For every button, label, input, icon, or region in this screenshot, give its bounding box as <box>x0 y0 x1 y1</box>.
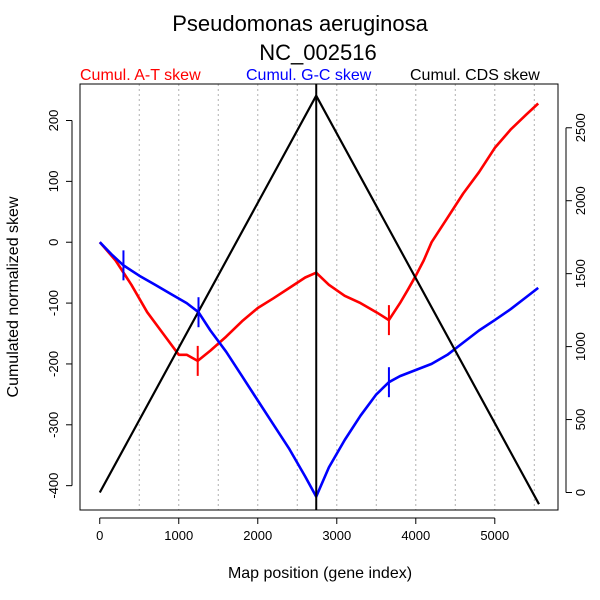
plot-frame <box>79 83 559 511</box>
axes: 0 1000 2000 3000 4000 5000-400-300-200-100010… <box>46 110 588 543</box>
y2-tick-label: 1000 <box>573 332 588 361</box>
x-axis-title: Map position (gene index) <box>228 565 412 582</box>
data-series <box>98 84 540 510</box>
chart-title: Pseudomonas aeruginosa <box>172 11 428 36</box>
legend-at-skew: Cumul. A-T skew <box>80 67 201 84</box>
y-tick-label: -300 <box>46 412 61 438</box>
y-tick-label: -200 <box>46 351 61 377</box>
grid-lines <box>138 84 535 510</box>
x-tick-label: 3000 <box>322 528 351 543</box>
y-tick-label: -400 <box>46 473 61 499</box>
y-axis-title: Cumulated normalized skew <box>5 196 22 397</box>
y-tick-label: 200 <box>46 110 61 132</box>
x-tick-label: 4000 <box>401 528 430 543</box>
y-tick-label: 100 <box>46 171 61 193</box>
y-tick-label: 0 <box>46 239 61 246</box>
y2-tick-label: 2500 <box>573 113 588 142</box>
cumul-g-c-skew-line <box>98 241 539 498</box>
x-tick-label: 5000 <box>480 528 509 543</box>
cumul-a-t-skew-line <box>98 102 540 363</box>
chart-subtitle: NC_002516 <box>259 40 376 65</box>
y2-tick-label: 0 <box>573 489 588 496</box>
x-tick-label: 0 <box>96 528 103 543</box>
y2-tick-label: 2000 <box>573 186 588 215</box>
legend-cds-skew: Cumul. CDS skew <box>410 67 540 84</box>
legend-gc-skew: Cumul. G-C skew <box>246 67 372 84</box>
x-tick-label: 2000 <box>243 528 272 543</box>
y-tick-label: -100 <box>46 290 61 316</box>
y2-tick-label: 1500 <box>573 259 588 288</box>
x-tick-label: 1000 <box>164 528 193 543</box>
y2-tick-label: 500 <box>573 409 588 431</box>
cumul-cds-skew-line <box>98 94 540 505</box>
